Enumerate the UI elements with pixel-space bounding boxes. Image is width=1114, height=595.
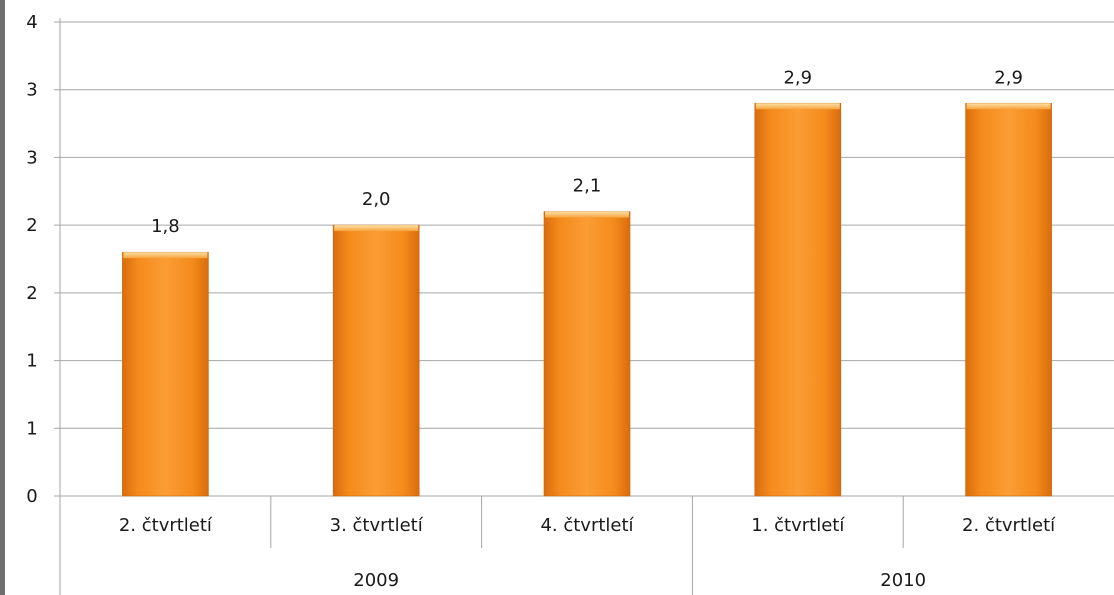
bar-group [332, 224, 420, 497]
bar [965, 102, 1052, 497]
data-label: 1,8 [151, 216, 180, 237]
y-tick-label: 4 [26, 12, 37, 33]
bar-group [122, 251, 209, 497]
left-border [0, 0, 5, 595]
bar-top-highlight [545, 211, 629, 218]
bar-top-highlight [123, 252, 208, 259]
category-label: 1. čtvrtletí [751, 515, 845, 536]
bar [122, 251, 209, 497]
data-label: 2,9 [994, 67, 1023, 88]
bar-top-highlight [755, 103, 840, 110]
bar-group [754, 102, 842, 497]
group-label: 2010 [880, 570, 926, 591]
y-tick-label: 1 [26, 418, 37, 439]
y-tick-label: 1 [26, 351, 37, 372]
category-label: 2. čtvrtletí [119, 515, 213, 536]
y-tick-label: 2 [26, 283, 37, 304]
y-axis-ticks: 0 1 1 2 2 3 3 4 [26, 12, 37, 507]
category-label: 2. čtvrtletí [962, 515, 1056, 536]
bar-top-highlight [334, 225, 419, 232]
y-tick-label: 3 [26, 80, 37, 101]
bars [122, 102, 1052, 497]
bar [754, 102, 842, 497]
category-label: 3. čtvrtletí [330, 515, 424, 536]
bar [332, 224, 420, 497]
data-labels: 1,8 2,0 2,1 2,9 2,9 [151, 67, 1023, 237]
x-axis-categories: 2. čtvrtletí 3. čtvrtletí 4. čtvrtletí 1. č… [119, 515, 1056, 591]
y-tick-label: 2 [26, 215, 37, 236]
category-label: 4. čtvrtletí [540, 515, 634, 536]
data-label: 2,1 [573, 176, 602, 197]
gridlines [54, 21, 1114, 429]
bar-group [965, 102, 1052, 497]
data-label: 2,0 [362, 189, 391, 210]
bar-group [543, 211, 631, 497]
y-tick-label: 0 [26, 486, 37, 507]
bar-top-highlight [966, 103, 1051, 110]
y-tick-label: 3 [26, 147, 37, 168]
data-label: 2,9 [783, 67, 812, 88]
bar [543, 211, 631, 497]
group-label: 2009 [353, 570, 399, 591]
